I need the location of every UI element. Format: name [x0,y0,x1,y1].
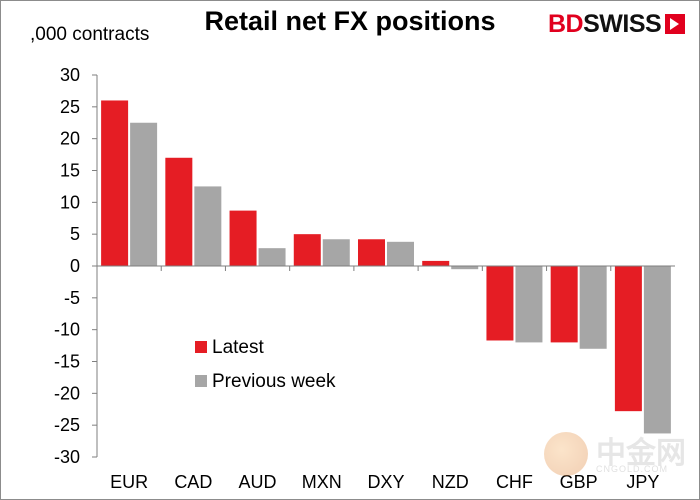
logo-part-bd: BD [548,9,584,38]
bar-latest-chf [486,266,514,341]
bar-previous-week-nzd [451,266,479,270]
y-axis-unit-label: ,000 contracts [30,24,150,45]
watermark-logo-icon [544,432,588,476]
y-tick-label: 5 [70,224,80,244]
legend-swatch-latest [195,341,207,353]
x-category-label-nzd: NZD [432,472,469,492]
x-category-label-dxy: DXY [367,472,404,492]
chevron-arrow-icon [664,13,686,35]
bar-latest-mxn [293,234,321,266]
bar-previous-week-chf [515,266,543,343]
y-tick-label: 0 [70,256,80,276]
bar-latest-jpy [614,266,642,412]
y-tick-label: 15 [60,161,80,181]
watermark-subtext: CNGOLD.COM [596,464,669,474]
bar-latest-dxy [358,239,385,266]
legend-label-latest: Latest [212,337,264,358]
x-category-label-eur: EUR [110,472,148,492]
bar-previous-week-eur [130,122,158,266]
bar-previous-week-dxy [387,241,414,266]
y-tick-label: 20 [60,129,80,149]
x-category-label-jpy: JPY [626,472,659,492]
legend-label-previous-week: Previous week [212,371,336,392]
bar-latest-nzd [422,260,450,266]
x-category-label-cad: CAD [174,472,212,492]
x-category-label-aud: AUD [239,472,277,492]
bar-previous-week-gbp [579,266,607,349]
y-tick-label: -15 [54,352,80,372]
x-category-label-mxn: MXN [302,472,342,492]
logo-part-swiss: SWISS [583,9,662,38]
y-tick-label: 30 [60,65,80,85]
watermark-text: 中金网 [596,437,686,470]
bar-previous-week-jpy [643,266,671,434]
bar-previous-week-mxn [322,239,350,266]
bar-previous-week-aud [258,248,286,266]
y-tick-label: 25 [60,97,80,117]
bar-latest-cad [165,157,193,266]
x-category-label-gbp: GBP [560,472,598,492]
chart-title: Retail net FX positions [204,6,496,36]
bdswiss-logo: BD SWISS [548,9,686,39]
bar-latest-aud [229,210,257,266]
y-tick-label: -10 [54,320,80,340]
y-tick-label: -30 [54,447,80,467]
bar-latest-gbp [550,266,578,343]
y-tick-label: -5 [64,288,80,308]
legend-swatch-previous-week [195,375,207,387]
y-tick-label: 10 [60,192,80,212]
y-tick-label: -25 [54,415,80,435]
bar-latest-eur [101,100,129,266]
cngold-watermark: 中金网 CNGOLD.COM [538,428,688,490]
bar-previous-week-cad [194,186,222,266]
y-tick-label: -20 [54,383,80,403]
x-category-label-chf: CHF [496,472,533,492]
